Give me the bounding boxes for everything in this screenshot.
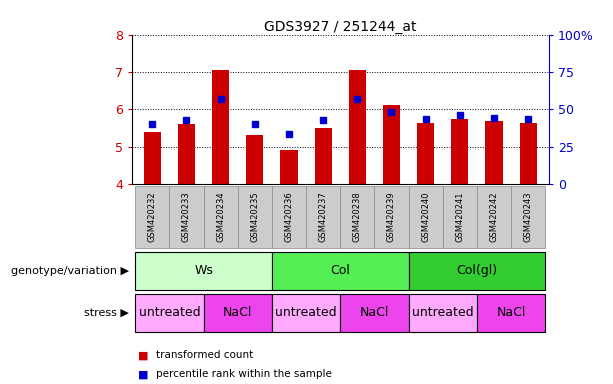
Text: GSM420239: GSM420239	[387, 192, 396, 242]
Text: Col(gl): Col(gl)	[456, 264, 497, 277]
Text: NaCl: NaCl	[360, 306, 389, 319]
Text: Ws: Ws	[194, 264, 213, 277]
Text: GSM420237: GSM420237	[319, 192, 327, 242]
Bar	[280, 150, 297, 184]
Text: transformed count: transformed count	[156, 350, 254, 360]
Bar	[485, 121, 503, 184]
Text: GSM420241: GSM420241	[455, 192, 464, 242]
Bar	[451, 119, 468, 184]
Text: GSM420232: GSM420232	[148, 192, 157, 242]
Text: stress ▶: stress ▶	[84, 308, 129, 318]
Text: GSM420240: GSM420240	[421, 192, 430, 242]
Text: Col: Col	[330, 264, 350, 277]
Text: GSM420238: GSM420238	[353, 192, 362, 242]
Bar	[212, 70, 229, 184]
Bar	[417, 122, 434, 184]
Text: genotype/variation ▶: genotype/variation ▶	[11, 266, 129, 276]
Bar	[349, 70, 366, 184]
Text: untreated: untreated	[412, 306, 473, 319]
Bar	[383, 105, 400, 184]
Text: NaCl: NaCl	[223, 306, 253, 319]
Bar	[178, 124, 195, 184]
Text: GSM420243: GSM420243	[524, 192, 533, 242]
Text: ■: ■	[138, 350, 148, 360]
Text: GSM420234: GSM420234	[216, 192, 225, 242]
Text: GSM420236: GSM420236	[284, 192, 294, 242]
Text: percentile rank within the sample: percentile rank within the sample	[156, 369, 332, 379]
Bar	[246, 135, 264, 184]
Text: ■: ■	[138, 369, 148, 379]
Text: GSM420242: GSM420242	[489, 192, 498, 242]
Bar	[144, 132, 161, 184]
Text: untreated: untreated	[139, 306, 200, 319]
Text: GSM420235: GSM420235	[250, 192, 259, 242]
Bar	[520, 122, 536, 184]
Title: GDS3927 / 251244_at: GDS3927 / 251244_at	[264, 20, 416, 33]
Text: NaCl: NaCl	[497, 306, 526, 319]
Text: untreated: untreated	[275, 306, 337, 319]
Text: GSM420233: GSM420233	[182, 192, 191, 242]
Bar	[314, 128, 332, 184]
